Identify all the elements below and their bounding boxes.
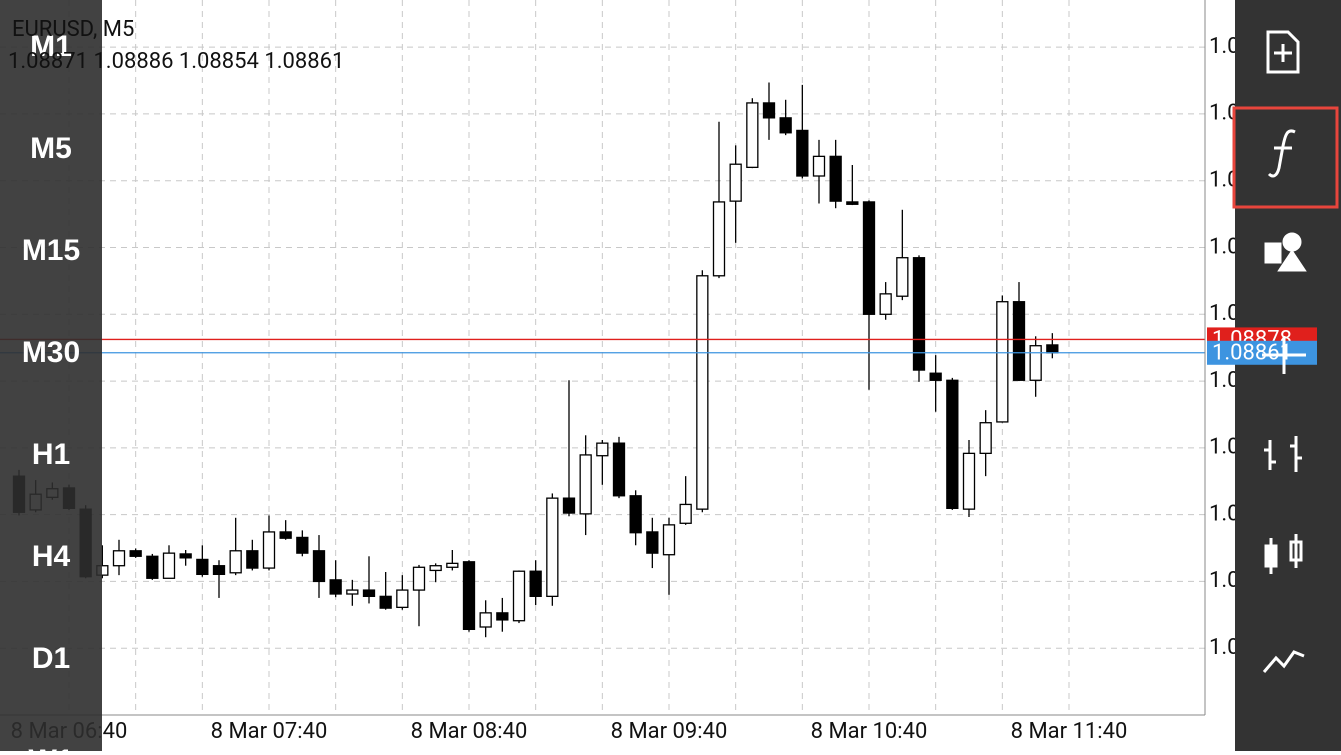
candles xyxy=(12,82,1059,638)
chart-line-button[interactable] xyxy=(1262,650,1305,673)
chart-candles-button[interactable] xyxy=(1264,534,1303,574)
candle-body xyxy=(179,553,192,559)
ohlc: 1.08871 1.08886 1.08854 1.08861 xyxy=(8,49,344,74)
crosshair-button[interactable] xyxy=(1262,336,1306,374)
candle-body xyxy=(162,552,176,579)
objects-button[interactable] xyxy=(1264,232,1307,272)
candle-body xyxy=(879,293,892,315)
candle-body xyxy=(729,163,742,202)
candle-body xyxy=(679,503,692,524)
candle-body xyxy=(929,372,942,381)
candle-body xyxy=(862,201,876,315)
candle-body xyxy=(562,497,576,514)
candle-body xyxy=(629,495,642,534)
candle-body xyxy=(246,550,259,569)
candle-body xyxy=(146,555,159,579)
candle-body xyxy=(962,452,976,510)
candle-body xyxy=(229,550,242,574)
candle-body xyxy=(1012,301,1026,381)
symbol: EURUSD, M5 xyxy=(12,17,134,42)
timeframe-button[interactable]: M30 xyxy=(22,336,80,369)
candle-body xyxy=(1046,344,1059,354)
timeframe-button[interactable]: M5 xyxy=(30,132,72,165)
candle-body xyxy=(812,155,826,177)
candle-body xyxy=(546,497,559,598)
timeframe-panel xyxy=(0,0,102,751)
price-tag-label: 1.08861 xyxy=(1212,341,1292,366)
candle-body xyxy=(796,129,809,177)
timeframe-button[interactable]: H1 xyxy=(32,438,70,471)
candle-body xyxy=(979,422,992,455)
timeframe-list: M1 M5 M15 M30 H1 H4 D1 W1 xyxy=(22,30,80,755)
x-tick-label: 8 Mar 08:40 xyxy=(411,719,528,744)
candle-body xyxy=(379,595,392,609)
x-tick-label: 8 Mar 11:40 xyxy=(1011,719,1128,744)
candle-body xyxy=(462,561,476,631)
candle-body xyxy=(946,379,959,510)
candle-body xyxy=(779,117,792,134)
candle-body xyxy=(846,201,859,205)
candle-body xyxy=(579,454,592,515)
x-tick-label: 8 Mar 10:40 xyxy=(811,719,928,744)
indicators-button[interactable] xyxy=(1267,129,1296,178)
candle-body xyxy=(896,257,909,297)
candle-body xyxy=(746,102,759,169)
candle-body xyxy=(312,550,326,583)
candle-body xyxy=(196,558,209,576)
candle-body xyxy=(646,531,659,554)
candle-body xyxy=(912,257,926,371)
candle-body xyxy=(279,531,292,539)
new-order-button[interactable] xyxy=(1266,30,1300,74)
candle-body xyxy=(112,550,126,567)
candle-body xyxy=(696,275,709,510)
candle-body xyxy=(346,589,359,595)
toolbar-icons xyxy=(1262,30,1307,673)
price-lines xyxy=(0,338,1205,354)
timeframe-button[interactable]: H4 xyxy=(32,540,71,573)
highlight-box xyxy=(1232,106,1339,209)
candle-body xyxy=(529,570,542,598)
candle-body xyxy=(129,550,142,557)
candle-body xyxy=(712,201,726,277)
price-tag xyxy=(1207,340,1317,365)
candle-body xyxy=(329,579,342,595)
chart-bars-button[interactable] xyxy=(1264,436,1302,472)
x-tick-label: 8 Mar 07:40 xyxy=(211,719,328,744)
candle-body xyxy=(596,442,609,457)
candle-body xyxy=(396,589,409,609)
timeframe-button[interactable]: D1 xyxy=(32,642,70,675)
candle-body xyxy=(512,570,526,622)
candle-body xyxy=(496,612,509,621)
toolbar xyxy=(1235,0,1341,751)
candle-body xyxy=(412,566,426,591)
timeframe-button[interactable]: M1 xyxy=(30,30,72,63)
candle-body xyxy=(612,442,626,497)
candle-body xyxy=(762,102,776,119)
candle-body xyxy=(1029,345,1042,381)
candle-body xyxy=(362,589,376,598)
candle-body xyxy=(296,536,309,554)
timeframe-button[interactable]: W1 xyxy=(29,744,74,755)
candle-body xyxy=(996,301,1009,423)
candle-body xyxy=(829,155,842,202)
candle-body xyxy=(479,612,492,628)
candle-body xyxy=(446,562,459,568)
candle-body xyxy=(262,531,276,569)
candle-body xyxy=(212,565,226,576)
candle-body xyxy=(662,524,676,556)
x-tick-label: 8 Mar 09:40 xyxy=(611,719,728,744)
candle-body xyxy=(429,565,442,572)
timeframe-button[interactable]: M15 xyxy=(22,234,80,267)
